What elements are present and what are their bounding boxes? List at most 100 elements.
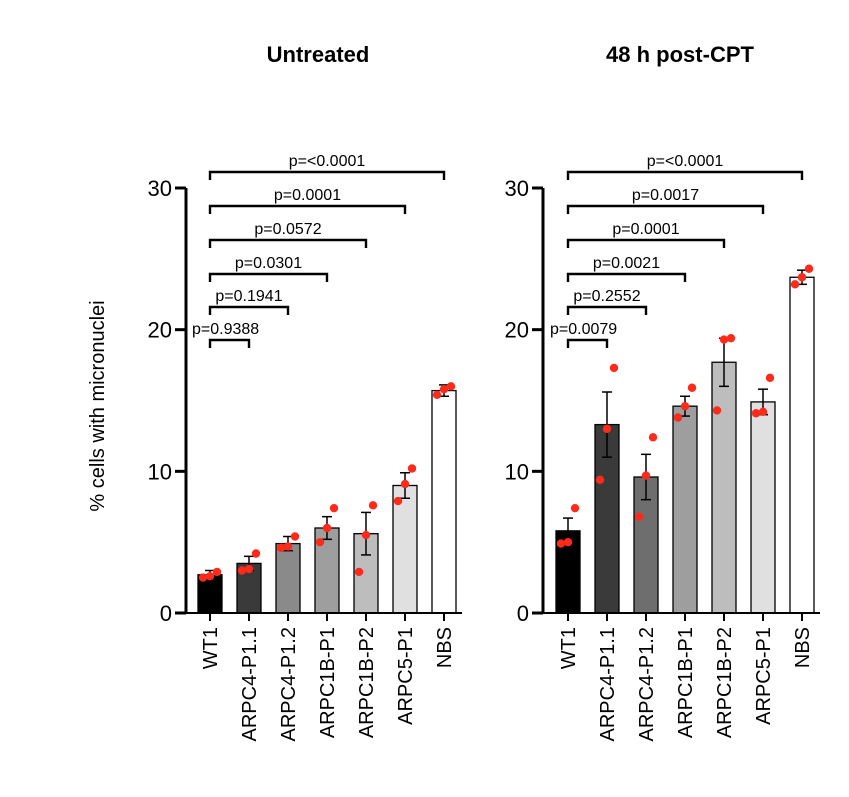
significance-bracket	[566, 238, 726, 248]
data-point	[212, 567, 222, 577]
data-point	[648, 433, 658, 442]
panel-48h-post-cpt: 48 h post-CPT 0 10 20 30 WT1 ARPC4-P1.1 ARPC4-P…	[505, 42, 820, 742]
p-value-label: p=0.0001	[612, 221, 679, 238]
p-value-label: p=<0.0001	[647, 153, 724, 170]
x-tick-label: ARPC4-P1.2	[636, 627, 658, 742]
data-point	[595, 475, 605, 485]
data-point	[673, 413, 683, 422]
data-point	[556, 539, 566, 548]
data-point	[354, 567, 364, 577]
x-tick-label: ARPC5-P1	[395, 627, 417, 725]
bar-nbs	[431, 389, 457, 614]
error-bar	[602, 391, 612, 458]
bar-arpc5-p1	[750, 401, 776, 614]
data-point	[570, 503, 580, 513]
x-tick-label: NBS	[792, 627, 814, 668]
p-value-label: p=0.0021	[593, 255, 660, 272]
y-tick-label: 30	[148, 176, 172, 201]
significance-bracket	[208, 338, 251, 348]
y-tick-label: 0	[517, 601, 529, 626]
data-point	[446, 382, 456, 391]
data-point	[680, 401, 690, 411]
bar-nbs	[789, 276, 815, 614]
significance-bracket	[566, 170, 804, 180]
significance-bracket	[566, 305, 648, 315]
x-tick-label: ARPC4-P1.1	[239, 627, 261, 742]
data-point	[432, 390, 442, 400]
data-point	[290, 532, 300, 541]
x-tick-label: ARPC5-P1	[753, 627, 775, 725]
panel-untreated: Untreated 0 10 20 30 WT1 ARPC4-P1.1 ARPC4-P1.2 A…	[148, 42, 462, 742]
data-point	[205, 571, 215, 581]
data-point	[687, 383, 697, 392]
data-point	[751, 409, 761, 418]
y-tick-label: 10	[148, 459, 172, 484]
data-point	[719, 335, 729, 344]
y-tick-label: 10	[505, 459, 529, 484]
x-tick-label: WT1	[200, 627, 222, 669]
data-point	[276, 543, 286, 553]
data-point	[315, 537, 325, 547]
p-value-label: p=0.0017	[632, 187, 699, 204]
significance-bracket	[208, 170, 446, 180]
bar-arpc1b-p1	[672, 405, 698, 614]
p-value-label: p=0.0572	[254, 221, 321, 238]
y-axis-label: % cells with micronuclei	[87, 300, 109, 511]
data-point	[439, 384, 449, 394]
chart-title: Untreated	[267, 42, 370, 67]
y-tick-label: 20	[505, 318, 529, 343]
data-point	[244, 564, 254, 574]
data-point	[712, 406, 722, 415]
significance-bracket	[208, 238, 368, 248]
data-point	[609, 363, 619, 373]
data-point	[726, 333, 736, 343]
bar-arpc1b-p2	[711, 361, 737, 614]
data-point	[758, 407, 768, 417]
data-point	[563, 537, 573, 547]
p-value-label: p=<0.0001	[289, 153, 366, 170]
x-tick-label: ARPC1B-P1	[675, 627, 697, 738]
data-point	[283, 542, 293, 551]
p-value-label: p=0.9388	[192, 321, 259, 338]
chart-title: 48 h post-CPT	[606, 42, 754, 67]
x-tick-label: WT1	[558, 627, 580, 669]
p-value-label: p=0.1941	[215, 288, 282, 305]
x-tick-label: ARPC1B-P2	[356, 627, 378, 738]
data-point	[251, 549, 261, 558]
data-point	[237, 566, 247, 575]
bar-arpc4-p1.2	[275, 542, 301, 614]
p-value-label: p=0.0301	[235, 255, 302, 272]
x-tick-label: ARPC4-P1.2	[278, 627, 300, 742]
x-tick-label: NBS	[434, 627, 456, 668]
data-point	[198, 573, 208, 582]
x-tick-label: ARPC1B-P1	[317, 627, 339, 738]
data-point	[765, 373, 775, 383]
data-point	[361, 530, 371, 540]
y-tick-label: 0	[160, 601, 172, 626]
significance-bracket	[208, 305, 290, 315]
data-point	[400, 479, 410, 489]
data-point	[804, 264, 814, 273]
data-point	[368, 501, 378, 510]
data-point	[393, 496, 403, 506]
significance-bracket	[208, 204, 407, 214]
data-point	[602, 424, 612, 434]
x-tick-label: ARPC4-P1.1	[597, 627, 619, 742]
data-point	[641, 471, 651, 480]
data-point	[797, 273, 807, 282]
p-value-label: p=0.2552	[573, 288, 640, 305]
data-point	[322, 523, 332, 533]
significance-bracket	[208, 272, 329, 282]
y-tick-label: 30	[505, 176, 529, 201]
p-value-label: p=0.0001	[274, 187, 341, 204]
x-tick-label: ARPC1B-P2	[714, 627, 736, 738]
significance-bracket	[566, 338, 609, 348]
significance-bracket	[566, 204, 765, 214]
y-tick-label: 20	[148, 318, 172, 343]
data-point	[407, 464, 417, 473]
data-point	[790, 280, 800, 289]
p-value-label: p=0.0079	[550, 321, 617, 338]
data-point	[329, 503, 339, 513]
data-point	[634, 512, 644, 521]
